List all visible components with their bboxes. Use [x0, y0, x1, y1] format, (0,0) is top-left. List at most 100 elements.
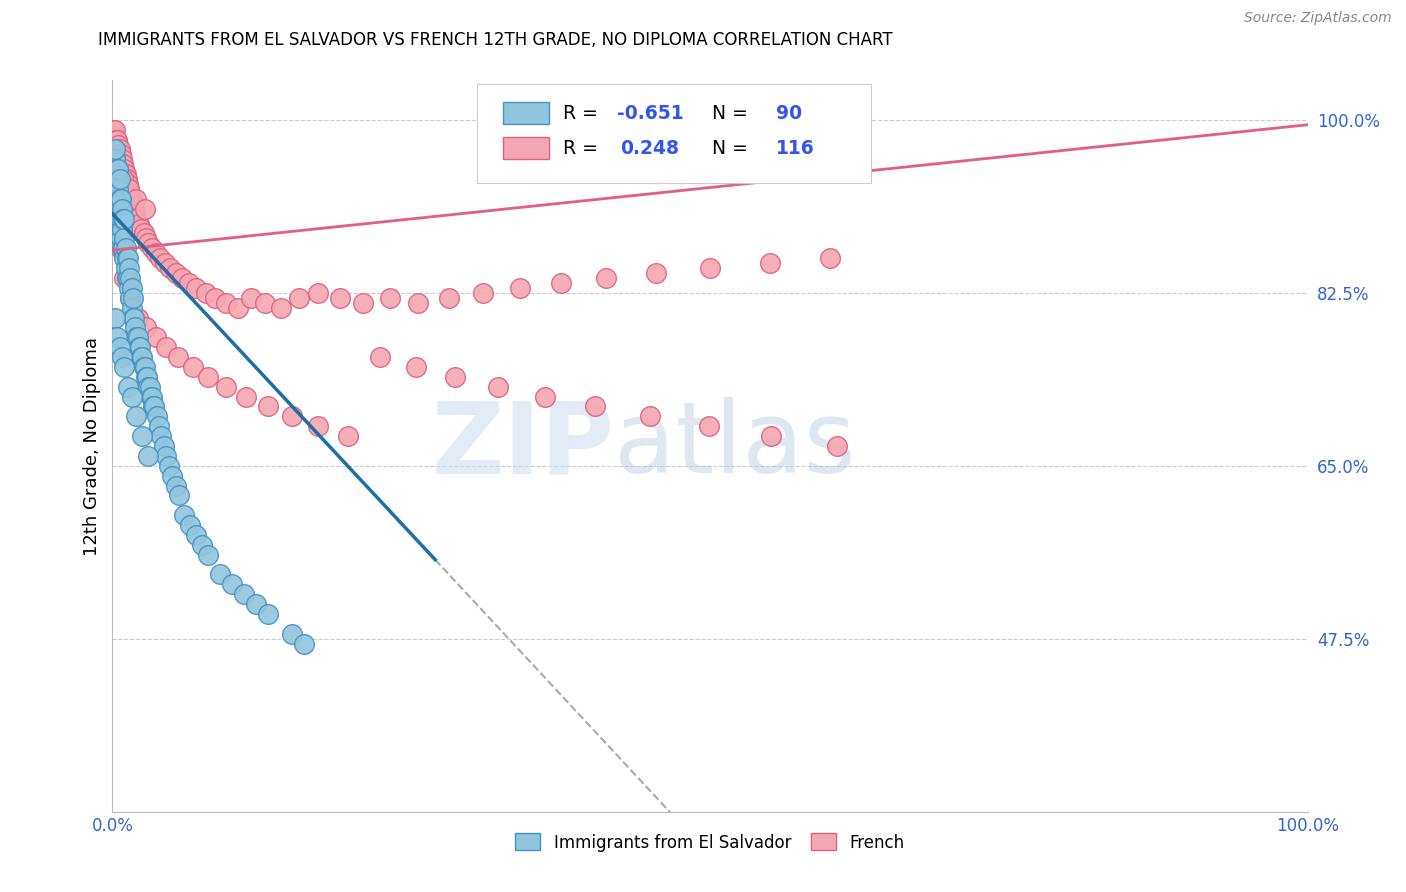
Point [352, 295, 374, 310]
Point [127, 330, 149, 344]
Point [112, 167, 135, 181]
FancyBboxPatch shape [477, 84, 872, 183]
Point [336, 429, 359, 443]
Point [697, 419, 720, 434]
Point [110, 192, 132, 206]
Point [112, 157, 135, 171]
Point [125, 330, 148, 344]
Point [124, 207, 146, 221]
Point [221, 577, 243, 591]
Point [138, 449, 160, 463]
Point [104, 310, 127, 325]
Point [254, 295, 277, 310]
Point [118, 182, 141, 196]
Point [129, 350, 152, 364]
Point [179, 518, 201, 533]
Point [233, 587, 256, 601]
Point [122, 202, 145, 216]
Point [145, 409, 167, 424]
Text: R =: R = [562, 139, 610, 158]
Point [226, 301, 249, 315]
Point [583, 400, 606, 414]
Point [162, 468, 183, 483]
Point [699, 261, 721, 276]
Point [107, 202, 129, 216]
Point [120, 271, 142, 285]
Point [759, 256, 782, 270]
Point [159, 261, 181, 276]
Point [108, 192, 131, 206]
Point [595, 271, 617, 285]
Point [292, 637, 315, 651]
Point [105, 172, 128, 186]
Text: atlas: atlas [614, 398, 856, 494]
Y-axis label: 12th Grade, No Diploma: 12th Grade, No Diploma [83, 336, 101, 556]
Point [111, 153, 134, 167]
Point [114, 162, 135, 177]
Point [107, 167, 129, 181]
Point [114, 251, 135, 265]
Point [118, 192, 141, 206]
Point [141, 390, 163, 404]
Point [125, 211, 148, 226]
Point [105, 162, 128, 177]
Point [114, 359, 135, 374]
Point [118, 281, 141, 295]
Point [131, 429, 153, 443]
Point [107, 182, 129, 196]
Point [257, 400, 280, 414]
Point [114, 261, 136, 276]
Point [124, 320, 146, 334]
Point [153, 256, 176, 270]
Point [105, 153, 128, 167]
Text: IMMIGRANTS FROM EL SALVADOR VS FRENCH 12TH GRADE, NO DIPLOMA CORRELATION CHART: IMMIGRANTS FROM EL SALVADOR VS FRENCH 12… [98, 31, 893, 49]
Point [134, 359, 156, 374]
Point [115, 172, 138, 186]
Point [145, 330, 167, 344]
Point [114, 172, 135, 186]
Point [120, 186, 142, 201]
Point [107, 137, 129, 152]
Point [105, 143, 128, 157]
Point [129, 221, 152, 235]
Point [114, 241, 136, 255]
Text: 116: 116 [776, 139, 814, 158]
Point [103, 132, 125, 146]
Point [550, 276, 572, 290]
Point [114, 231, 135, 245]
Text: R =: R = [562, 103, 605, 123]
Point [108, 162, 131, 177]
Point [759, 429, 782, 443]
Point [136, 369, 159, 384]
Point [105, 143, 128, 157]
Point [110, 157, 132, 171]
Point [104, 132, 127, 146]
Point [121, 390, 143, 404]
Point [257, 607, 280, 621]
Point [135, 320, 157, 334]
Point [110, 231, 132, 245]
Point [108, 172, 131, 186]
Point [107, 157, 129, 171]
Point [281, 409, 304, 424]
Point [240, 291, 263, 305]
Point [105, 162, 128, 177]
Point [114, 167, 136, 181]
Point [186, 528, 208, 542]
Point [167, 350, 190, 364]
Point [307, 285, 329, 300]
Point [155, 340, 177, 354]
Point [117, 271, 139, 285]
Point [105, 192, 128, 206]
Point [114, 211, 135, 226]
Point [132, 359, 155, 374]
Point [197, 548, 219, 562]
Point [108, 340, 131, 354]
Point [115, 182, 138, 196]
Point [131, 350, 153, 364]
Point [534, 390, 557, 404]
FancyBboxPatch shape [503, 137, 548, 160]
Text: 0.248: 0.248 [620, 139, 679, 158]
Point [105, 132, 128, 146]
Point [107, 162, 129, 177]
